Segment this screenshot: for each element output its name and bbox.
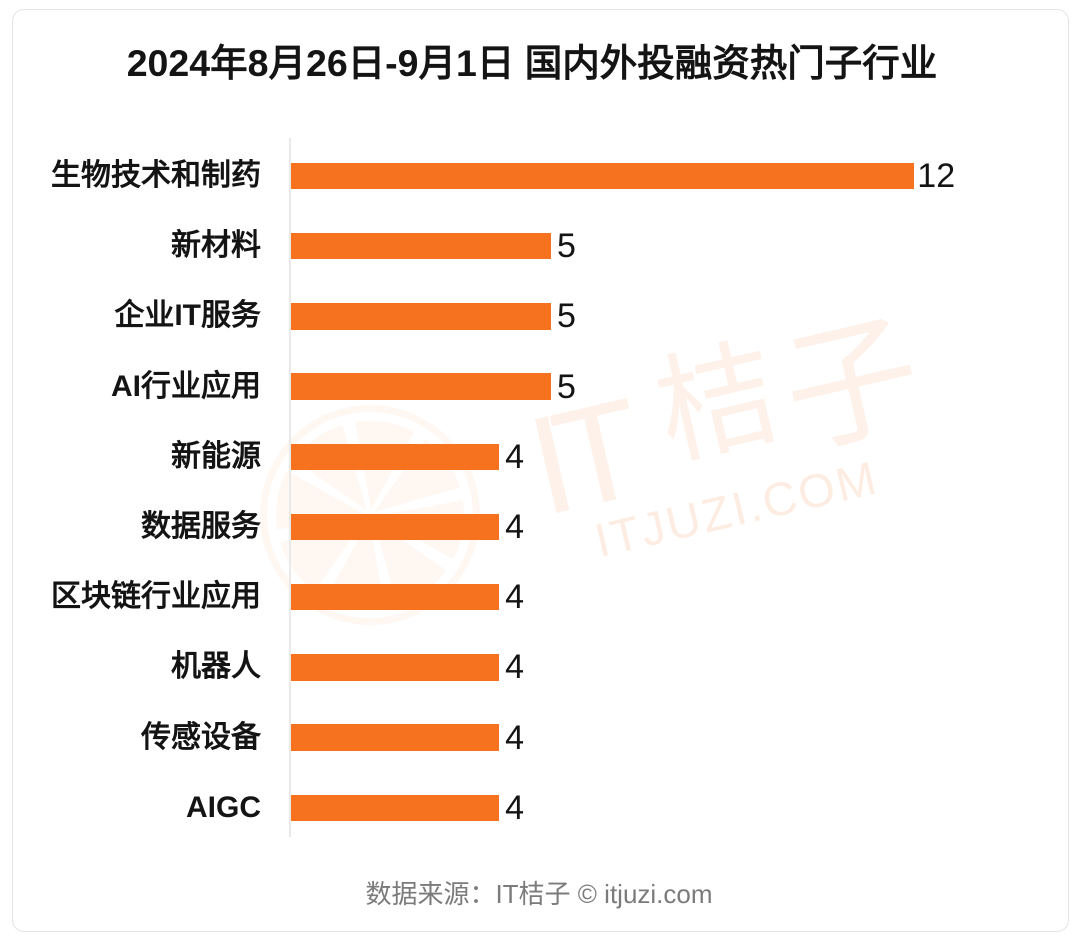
svg-text:桔: 桔 xyxy=(644,325,790,481)
svg-text:子: 子 xyxy=(770,298,934,473)
svg-text:ITJUZI.COM: ITJUZI.COM xyxy=(590,450,883,567)
